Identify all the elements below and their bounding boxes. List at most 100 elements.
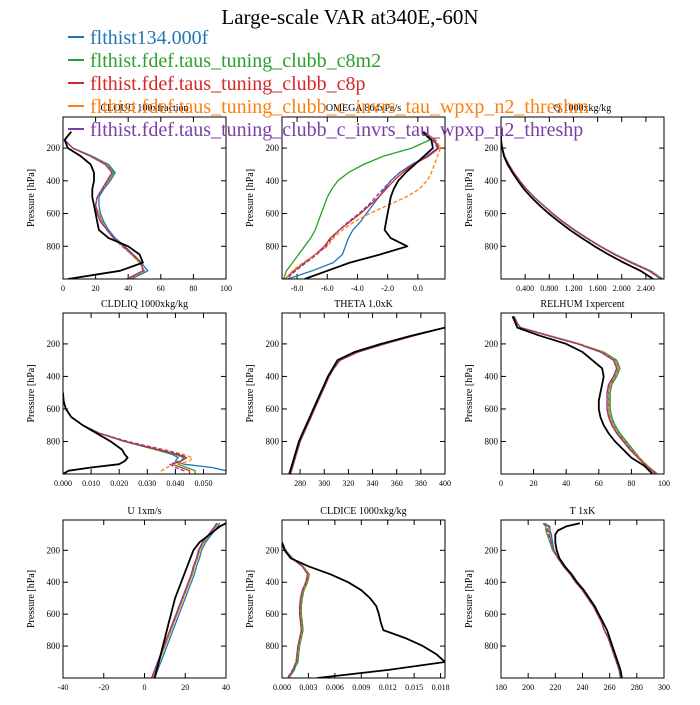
- series-line-3-5: [63, 392, 129, 474]
- x-tick-label-4-1: 300: [318, 479, 330, 488]
- x-tick-label-6-0: -40: [58, 683, 69, 692]
- y-axis-label-1: Pressure [hPa]: [245, 169, 256, 227]
- x-tick-label-0-1: 20: [92, 284, 100, 293]
- x-tick-label-4-5: 380: [415, 479, 427, 488]
- series-line-7-5: [282, 542, 445, 678]
- series-line-1-1: [282, 131, 431, 279]
- x-tick-label-5-1: 20: [530, 479, 538, 488]
- legend-label-1: flthist.fdef.taus_tuning_clubb_c8m2: [90, 50, 381, 72]
- y-tick-label-3-2: 600: [47, 404, 61, 414]
- y-tick-label-7-2: 600: [266, 609, 280, 619]
- y-axis-label-5: Pressure [hPa]: [464, 364, 475, 422]
- panel-frame-7: [281, 519, 446, 679]
- legend: flthist134.000fflthist.fdef.taus_tuning_…: [68, 27, 589, 141]
- x-tick-label-0-3: 60: [157, 284, 165, 293]
- series-line-1-4: [286, 131, 439, 279]
- series-line-6-3: [152, 522, 219, 678]
- y-axis-label-6: Pressure [hPa]: [26, 570, 37, 628]
- y-tick-label-2-0: 200: [485, 143, 499, 153]
- y-axis-label-0: Pressure [hPa]: [26, 169, 37, 227]
- y-tick-label-8-3: 800: [485, 641, 499, 651]
- x-tick-label-2-2: 1.200: [564, 284, 582, 293]
- x-tick-label-3-0: 0.000: [54, 479, 72, 488]
- x-tick-label-5-2: 40: [562, 479, 570, 488]
- x-tick-label-7-5: 0.015: [405, 683, 423, 692]
- x-tick-label-7-2: 0.006: [326, 683, 344, 692]
- y-tick-label-7-1: 400: [266, 577, 280, 587]
- y-tick-label-7-0: 200: [266, 545, 280, 555]
- y-tick-label-1-1: 400: [266, 176, 280, 186]
- y-tick-label-1-3: 800: [266, 241, 280, 251]
- x-tick-label-2-1: 0.800: [540, 284, 558, 293]
- y-tick-label-0-3: 800: [47, 241, 61, 251]
- x-tick-label-7-1: 0.003: [299, 683, 317, 692]
- x-tick-label-3-4: 0.040: [166, 479, 184, 488]
- series-line-5-3: [513, 315, 658, 474]
- series-line-4-4: [289, 326, 445, 474]
- panel-frame-3: [62, 312, 227, 475]
- series-line-8-5: [554, 522, 623, 678]
- x-tick-label-1-1: -6.0: [321, 284, 334, 293]
- panel-title-4: THETA 1.0xK: [334, 299, 393, 310]
- x-tick-label-3-2: 0.020: [110, 479, 128, 488]
- panel-frame-6: [62, 519, 227, 679]
- x-tick-label-8-2: 220: [549, 683, 561, 692]
- x-tick-label-4-4: 360: [391, 479, 403, 488]
- y-tick-label-6-0: 200: [47, 545, 61, 555]
- x-tick-label-8-1: 200: [522, 683, 534, 692]
- y-tick-label-6-2: 600: [47, 609, 61, 619]
- panel-title-3: CLDLIQ 1000xkg/kg: [101, 299, 188, 310]
- x-tick-label-8-6: 300: [658, 683, 670, 692]
- y-tick-label-8-1: 400: [485, 577, 499, 587]
- series-line-4-5: [288, 326, 445, 474]
- x-tick-label-4-2: 320: [342, 479, 354, 488]
- x-tick-label-7-0: 0.000: [273, 683, 291, 692]
- x-tick-label-1-3: -2.0: [381, 284, 394, 293]
- x-tick-label-6-1: -20: [98, 683, 109, 692]
- y-tick-label-4-3: 800: [266, 436, 280, 446]
- y-axis-label-3: Pressure [hPa]: [26, 364, 37, 422]
- y-tick-label-8-2: 600: [485, 609, 499, 619]
- x-tick-label-4-0: 280: [294, 479, 306, 488]
- x-tick-label-4-6: 400: [439, 479, 451, 488]
- y-tick-label-3-3: 800: [47, 436, 61, 446]
- panel-6: U 1xm/s Pressure [hPa] 200 400 600 800 -40 -20 0…: [26, 506, 230, 692]
- y-axis-label-4: Pressure [hPa]: [245, 364, 256, 422]
- y-tick-label-2-1: 400: [485, 176, 499, 186]
- x-tick-label-8-3: 240: [577, 683, 589, 692]
- panel-frame-4: [281, 312, 446, 475]
- y-axis-label-2: Pressure [hPa]: [464, 169, 475, 227]
- series-line-8-4: [544, 522, 622, 678]
- y-axis-label-7: Pressure [hPa]: [245, 570, 256, 628]
- y-tick-label-5-3: 800: [485, 436, 499, 446]
- legend-label-2: flthist.fdef.taus_tuning_clubb_c8p: [90, 73, 366, 95]
- legend-label-0: flthist134.000f: [90, 27, 209, 49]
- x-tick-label-6-4: 40: [222, 683, 230, 692]
- figure-title: Large-scale VAR at340E,-60N: [221, 5, 478, 29]
- panels: CLOUD 100xfraction Pressure [hPa] 200 400 60…: [26, 103, 670, 692]
- panel-title-5: RELHUM 1xpercent: [540, 299, 624, 310]
- y-axis-label-8: Pressure [hPa]: [464, 570, 475, 628]
- y-tick-label-5-0: 200: [485, 339, 499, 349]
- y-tick-label-1-2: 600: [266, 209, 280, 219]
- y-tick-label-0-0: 200: [47, 143, 61, 153]
- panel-title-0: CLOUD 100xfraction: [100, 103, 188, 114]
- legend-label-4: flthist.fdef.taus_tuning_clubb_c_invrs_t…: [90, 119, 583, 141]
- x-tick-label-3-1: 0.010: [82, 479, 100, 488]
- panel-frame-0: [62, 116, 227, 280]
- series-line-5-4: [513, 315, 657, 474]
- legend-label-3: flthist.fdef.taus_tuning_clubb_c_invrs_t…: [90, 96, 589, 118]
- x-tick-label-2-5: 2.400: [637, 284, 655, 293]
- x-tick-label-0-2: 40: [124, 284, 132, 293]
- y-tick-label-8-0: 200: [485, 545, 499, 555]
- y-tick-label-4-1: 400: [266, 371, 280, 381]
- x-tick-label-4-3: 340: [367, 479, 379, 488]
- series-line-6-5: [153, 522, 226, 678]
- panel-8: T 1xK Pressure [hPa] 200 400 600 800 180 200 220…: [464, 506, 670, 692]
- y-tick-label-4-0: 200: [266, 339, 280, 349]
- x-tick-label-1-2: -4.0: [351, 284, 364, 293]
- y-tick-label-2-2: 600: [485, 209, 499, 219]
- y-tick-label-7-3: 800: [266, 641, 280, 651]
